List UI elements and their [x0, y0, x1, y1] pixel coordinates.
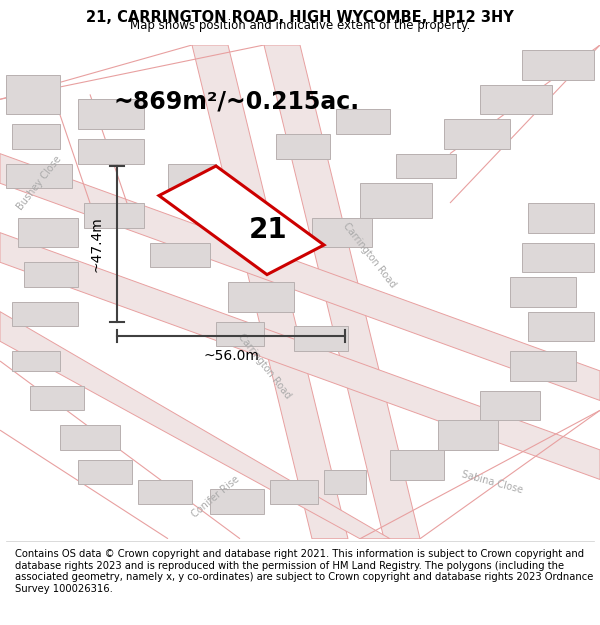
- Polygon shape: [159, 166, 324, 274]
- Polygon shape: [6, 164, 72, 188]
- Polygon shape: [480, 84, 552, 114]
- Text: Contains OS data © Crown copyright and database right 2021. This information is : Contains OS data © Crown copyright and d…: [15, 549, 593, 594]
- Polygon shape: [210, 489, 264, 514]
- Polygon shape: [336, 109, 390, 134]
- Polygon shape: [138, 479, 192, 504]
- Polygon shape: [480, 391, 540, 420]
- Polygon shape: [24, 262, 78, 287]
- Polygon shape: [168, 164, 216, 188]
- Polygon shape: [78, 139, 144, 164]
- Polygon shape: [438, 420, 498, 450]
- Text: Conifer Rise: Conifer Rise: [190, 474, 242, 519]
- Polygon shape: [324, 469, 366, 494]
- Polygon shape: [216, 321, 264, 346]
- Text: ~47.4m: ~47.4m: [90, 216, 104, 272]
- Polygon shape: [360, 183, 432, 218]
- Polygon shape: [18, 217, 78, 248]
- Text: Carrington Road: Carrington Road: [236, 332, 292, 400]
- Polygon shape: [150, 242, 210, 268]
- Polygon shape: [270, 479, 318, 504]
- Text: Map shows position and indicative extent of the property.: Map shows position and indicative extent…: [130, 19, 470, 31]
- Polygon shape: [12, 351, 60, 371]
- Polygon shape: [0, 154, 600, 401]
- Polygon shape: [264, 45, 420, 539]
- Polygon shape: [522, 50, 594, 79]
- Polygon shape: [0, 232, 600, 479]
- Text: 21: 21: [249, 216, 288, 244]
- Text: Carrington Road: Carrington Road: [341, 221, 397, 289]
- Polygon shape: [6, 74, 60, 114]
- Polygon shape: [528, 312, 594, 341]
- Polygon shape: [12, 124, 60, 149]
- Polygon shape: [30, 386, 84, 411]
- Polygon shape: [522, 242, 594, 272]
- Polygon shape: [84, 203, 144, 228]
- Polygon shape: [444, 119, 510, 149]
- Polygon shape: [294, 326, 348, 351]
- Polygon shape: [228, 282, 294, 312]
- Text: Bushey Close: Bushey Close: [15, 154, 63, 212]
- Text: 21, CARRINGTON ROAD, HIGH WYCOMBE, HP12 3HY: 21, CARRINGTON ROAD, HIGH WYCOMBE, HP12 …: [86, 10, 514, 25]
- Polygon shape: [0, 312, 390, 539]
- Polygon shape: [312, 217, 372, 248]
- Polygon shape: [192, 45, 348, 539]
- Polygon shape: [60, 425, 120, 450]
- Polygon shape: [396, 154, 456, 178]
- Polygon shape: [510, 277, 576, 307]
- Text: ~869m²/~0.215ac.: ~869m²/~0.215ac.: [114, 89, 360, 114]
- Polygon shape: [78, 460, 132, 484]
- Polygon shape: [390, 450, 444, 479]
- Text: ~56.0m: ~56.0m: [203, 349, 259, 362]
- Polygon shape: [276, 134, 330, 159]
- Polygon shape: [12, 302, 78, 326]
- Text: Sabina Close: Sabina Close: [460, 469, 524, 495]
- Polygon shape: [528, 203, 594, 232]
- Polygon shape: [510, 351, 576, 381]
- Polygon shape: [78, 99, 144, 129]
